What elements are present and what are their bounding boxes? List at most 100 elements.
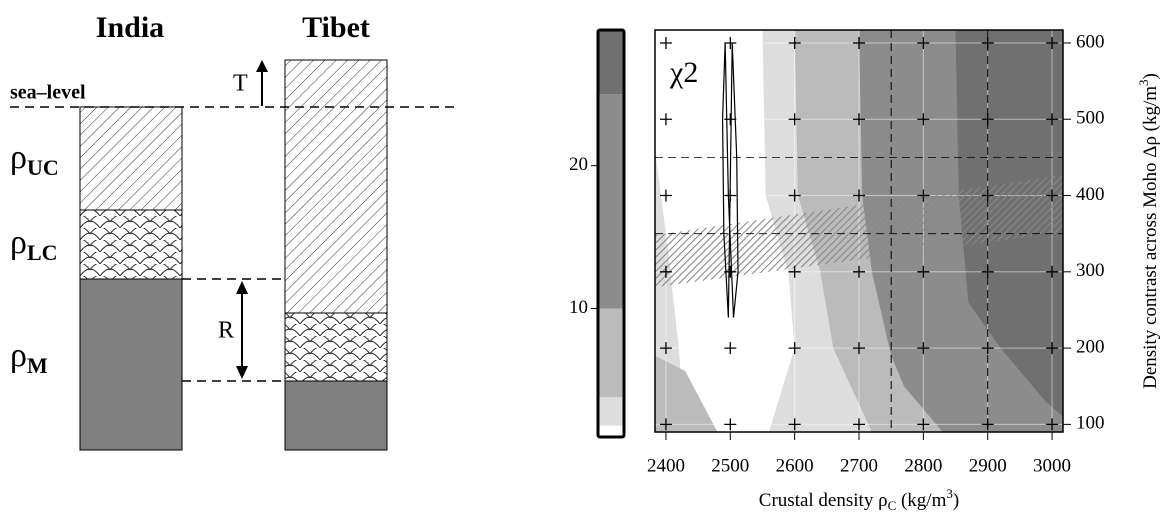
grid-cross [917, 36, 930, 49]
rho: ρ [10, 139, 27, 176]
grid-cross [788, 265, 801, 278]
grid-cross [659, 113, 672, 126]
grid-cross [788, 113, 801, 126]
y-tick-label: 200 [1076, 336, 1105, 357]
grid-cross [724, 189, 737, 202]
grid-cross [981, 265, 994, 278]
hatched-band [655, 174, 1063, 288]
rho: ρ [10, 337, 27, 374]
tibet-label: Tibet [302, 11, 370, 44]
label-part: ) [953, 490, 959, 511]
plot-area [655, 30, 1063, 432]
tibet-upper-crust [284, 59, 388, 314]
superscript: 3 [946, 486, 953, 501]
colorbar-band [598, 308, 624, 398]
grid-cross [981, 418, 994, 431]
grid-cross [917, 418, 930, 431]
sea-level-label: sea–level [10, 82, 86, 104]
grid-cross [917, 265, 930, 278]
india-lower-crust [79, 209, 183, 280]
rho-lc: ρLC [10, 224, 58, 265]
grid-cross [1046, 36, 1059, 49]
y-tick-label: 300 [1076, 260, 1105, 281]
grid-cross [1046, 342, 1059, 355]
colorbar-band [598, 30, 624, 95]
india-mantle [79, 278, 183, 451]
chi2-contour [721, 42, 739, 318]
rho: ρ [10, 224, 27, 261]
tibet-mantle [284, 380, 388, 451]
colorbar-tick-label: 20 [569, 154, 588, 175]
y-tick-label: 600 [1076, 31, 1105, 52]
grid-cross [917, 189, 930, 202]
x-tick-label: 2800 [904, 455, 942, 476]
colorbar-band [598, 397, 624, 426]
label-part: (kg/m [896, 490, 946, 511]
tibet-lower-crust [284, 312, 388, 382]
grid-cross [853, 265, 865, 278]
grid-cross [788, 342, 801, 355]
grid-cross [981, 342, 994, 355]
grid-cross [659, 418, 672, 431]
chi-label: χ2 [669, 56, 698, 89]
grid-cross [659, 342, 672, 355]
subscript: C [888, 498, 897, 513]
grid-cross [853, 189, 865, 202]
subscript: UC [27, 155, 59, 180]
grid-cross [981, 36, 994, 49]
rho-uc: ρUC [10, 139, 59, 180]
grid-cross [1046, 418, 1059, 431]
grid-cross [917, 113, 930, 126]
x-tick-label: 2900 [969, 455, 1007, 476]
grid-cross [1046, 189, 1059, 202]
x-axis-label: Crustal density ρC (kg/m3) [759, 486, 959, 513]
grid-cross [981, 189, 994, 202]
grid-cross [1046, 113, 1059, 126]
grid-cross [724, 265, 737, 278]
y-tick-label: 400 [1076, 184, 1105, 205]
grid-cross [981, 113, 994, 126]
grid-cross [788, 36, 801, 49]
y-axis-label: Density contrast across Moho Δρ (kg/m3) [1136, 73, 1161, 389]
colorbar-band [598, 94, 624, 309]
india-upper-crust [79, 106, 183, 211]
subscript: M [27, 353, 48, 378]
grid-cross [788, 418, 801, 431]
grid-cross [788, 189, 801, 202]
rho-m: ρM [10, 337, 48, 378]
t-label: T [233, 71, 248, 97]
grid-cross [917, 342, 930, 355]
label-part: ) [1140, 73, 1161, 79]
crust-diagram: India Tibet sea–level T R ρUC ρLC ρM [10, 11, 455, 451]
t-arrowhead [256, 60, 268, 72]
grid-cross [853, 418, 865, 431]
label-part: Crustal density ρ [759, 490, 888, 511]
subscript: LC [27, 240, 58, 265]
superscript: 3 [1136, 79, 1151, 86]
grid-cross [853, 113, 865, 126]
r-label: R [218, 318, 234, 344]
label-part: Density contrast across Moho Δρ (kg/m [1140, 86, 1161, 389]
grid-cross [853, 36, 865, 49]
grid-cross [724, 342, 737, 355]
y-tick-label: 500 [1076, 108, 1105, 129]
grid-cross [724, 36, 737, 49]
grid-cross [724, 418, 737, 431]
grid-cross [853, 342, 865, 355]
misfit-region [655, 355, 718, 432]
grid-cross [659, 36, 672, 49]
grid-cross [659, 265, 672, 278]
x-tick-label: 2400 [647, 455, 685, 476]
grid-cross [724, 113, 737, 126]
x-tick-label: 2600 [776, 455, 814, 476]
y-tick-label: 100 [1076, 413, 1105, 434]
x-tick-label: 2500 [711, 455, 749, 476]
colorbar-band [598, 425, 624, 437]
colorbar-tick-label: 10 [569, 297, 588, 318]
grid-cross [1046, 265, 1059, 278]
india-label: India [96, 11, 164, 44]
x-tick-label: 2700 [840, 455, 878, 476]
grid-cross [659, 189, 672, 202]
